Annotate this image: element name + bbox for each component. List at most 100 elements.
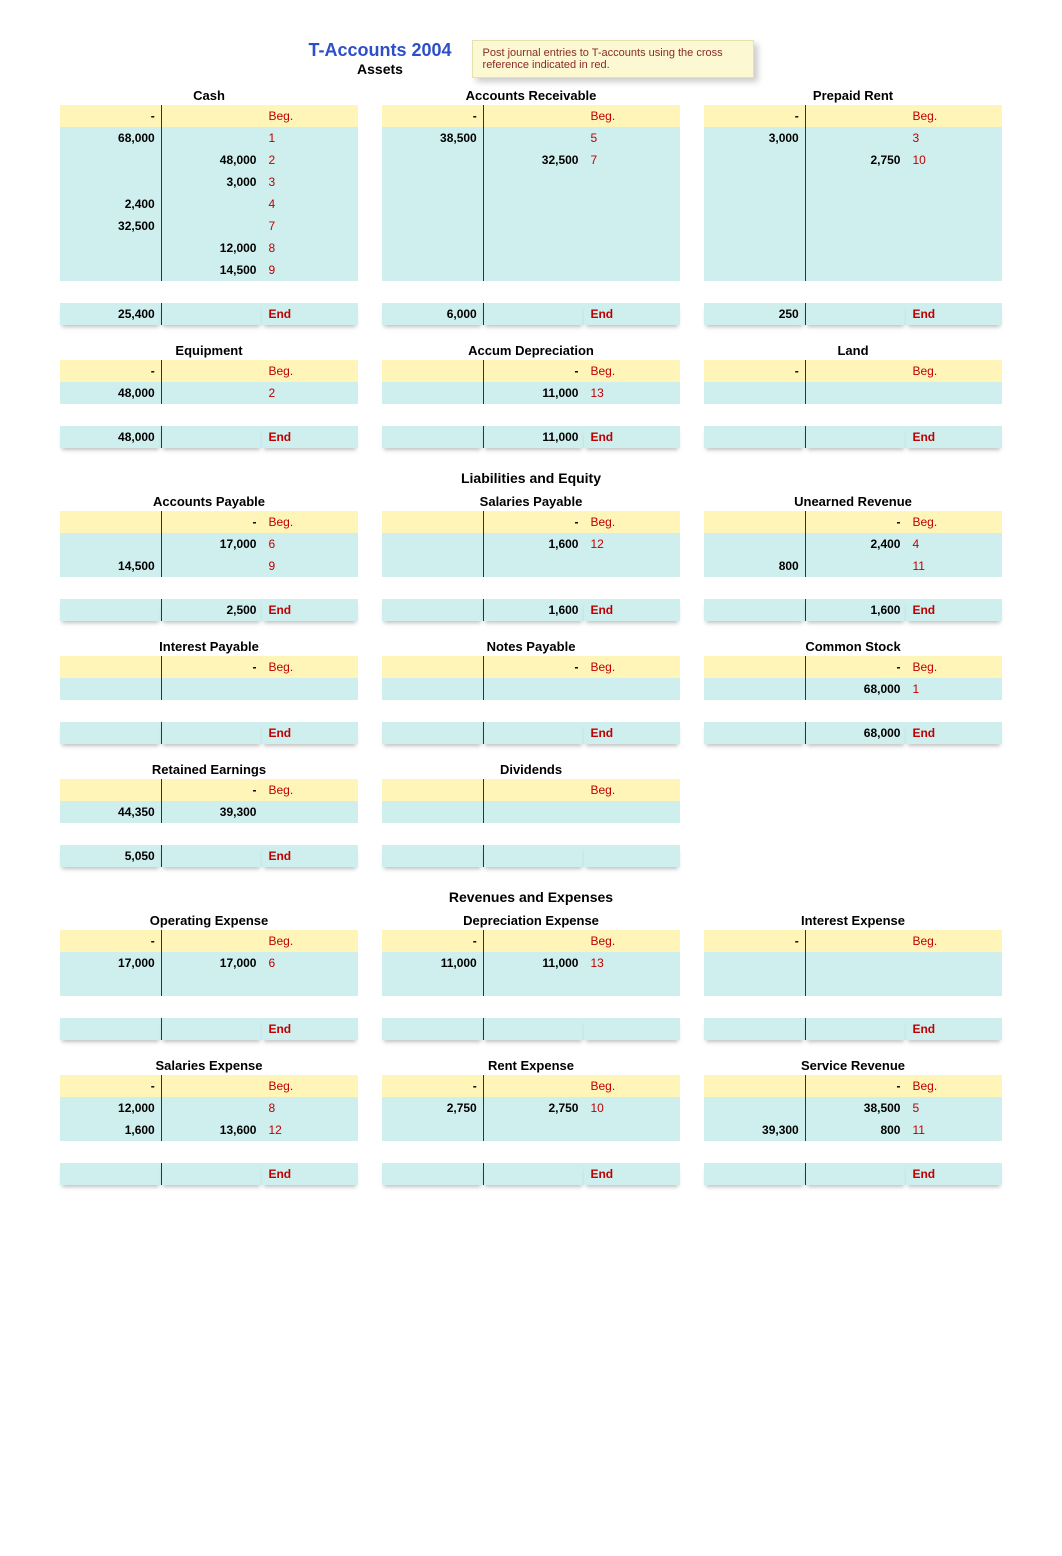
cell-credit: 2,500: [161, 599, 262, 621]
cell-ref: Beg.: [906, 930, 1002, 952]
cell-ref: Beg.: [906, 656, 1002, 678]
cell-ref: 13: [584, 382, 680, 404]
cell-debit: [60, 237, 161, 259]
cell-ref: [906, 193, 1002, 215]
cell-ref: End: [262, 599, 358, 621]
cell-ref: 12: [584, 533, 680, 555]
cell-ref: 11: [906, 1119, 1002, 1141]
cell-ref: Beg.: [262, 656, 358, 678]
account-title: Dividends: [382, 762, 680, 777]
cell-ref: 6: [262, 533, 358, 555]
cell-ref: End: [262, 426, 358, 448]
cell-ref: 7: [262, 215, 358, 237]
cell-debit: [382, 259, 483, 281]
cell-ref: [584, 801, 680, 823]
cell-debit: 6,000: [382, 303, 483, 325]
t-account: Accum Depreciation-Beg.11,0001311,000End: [382, 343, 680, 448]
cell-debit: [382, 1163, 483, 1185]
cell-debit: -: [60, 105, 161, 127]
cell-ref: [906, 974, 1002, 996]
account-title: Land: [704, 343, 1002, 358]
cell-credit: 800: [805, 1119, 906, 1141]
cell-ref: 10: [906, 149, 1002, 171]
cell-credit: [161, 382, 262, 404]
cell-debit: [382, 193, 483, 215]
cell-debit: [704, 678, 805, 700]
cell-credit: 17,000: [161, 952, 262, 974]
cell-ref: Beg.: [262, 511, 358, 533]
cell-credit: [805, 215, 906, 237]
cell-ref: 4: [906, 533, 1002, 555]
cell-credit: [483, 779, 584, 801]
cell-debit: [382, 426, 483, 448]
cell-ref: 5: [906, 1097, 1002, 1119]
t-account: Interest Expense-Beg.End: [704, 913, 1002, 1040]
cell-ref: [262, 678, 358, 700]
account-title: Accounts Receivable: [382, 88, 680, 103]
cell-ref: [584, 259, 680, 281]
cell-debit: 12,000: [60, 1097, 161, 1119]
cell-debit: [704, 533, 805, 555]
cell-debit: [382, 722, 483, 744]
cell-debit: [704, 149, 805, 171]
cell-ref: End: [584, 599, 680, 621]
cell-debit: [704, 193, 805, 215]
cell-credit: -: [805, 511, 906, 533]
cell-debit: [704, 426, 805, 448]
page-subtitle: Assets: [308, 61, 451, 77]
cell-ref: 12: [262, 1119, 358, 1141]
cell-credit: [483, 1075, 584, 1097]
cell-credit: [483, 845, 584, 867]
cell-ref: [584, 974, 680, 996]
cell-debit: -: [382, 930, 483, 952]
cell-ref: End: [584, 426, 680, 448]
cell-debit: [60, 678, 161, 700]
cell-ref: 9: [262, 555, 358, 577]
cell-debit: [60, 511, 161, 533]
t-account: Operating Expense-Beg.17,00017,0006End: [60, 913, 358, 1040]
cell-ref: Beg.: [906, 360, 1002, 382]
cell-ref: [262, 801, 358, 823]
cell-debit: [382, 656, 483, 678]
account-title: Rent Expense: [382, 1058, 680, 1073]
t-account: Cash-Beg.68,000148,00023,00032,400432,50…: [60, 88, 358, 325]
cell-credit: [805, 555, 906, 577]
account-title: Interest Payable: [60, 639, 358, 654]
cell-credit: 11,000: [483, 426, 584, 448]
cell-debit: [382, 215, 483, 237]
cell-debit: 39,300: [704, 1119, 805, 1141]
cell-ref: [584, 555, 680, 577]
cell-ref: End: [906, 599, 1002, 621]
cell-ref: [584, 215, 680, 237]
cell-debit: 2,400: [60, 193, 161, 215]
cell-ref: Beg.: [906, 1075, 1002, 1097]
cell-credit: [483, 215, 584, 237]
cell-debit: [382, 1119, 483, 1141]
t-account: Unearned Revenue-Beg.2,4004800111,600End: [704, 494, 1002, 621]
cell-debit: [382, 555, 483, 577]
cell-credit: 2,750: [805, 149, 906, 171]
t-account: Salaries Payable-Beg.1,600121,600End: [382, 494, 680, 621]
cell-ref: End: [584, 1163, 680, 1185]
cell-debit: [704, 215, 805, 237]
header: T-Accounts 2004 Assets Post journal entr…: [60, 40, 1002, 78]
cell-debit: 32,500: [60, 215, 161, 237]
cell-credit: [805, 127, 906, 149]
cell-credit: [161, 1075, 262, 1097]
account-title: Cash: [60, 88, 358, 103]
cell-ref: 7: [584, 149, 680, 171]
cell-debit: 3,000: [704, 127, 805, 149]
cell-ref: 5: [584, 127, 680, 149]
cell-ref: 3: [262, 171, 358, 193]
cell-debit: [704, 1075, 805, 1097]
cell-debit: [60, 779, 161, 801]
cell-credit: 11,000: [483, 382, 584, 404]
cell-debit: -: [60, 930, 161, 952]
account-title: Operating Expense: [60, 913, 358, 928]
cell-credit: 32,500: [483, 149, 584, 171]
cell-debit: [704, 259, 805, 281]
cell-credit: [805, 426, 906, 448]
cell-credit: 38,500: [805, 1097, 906, 1119]
cell-ref: Beg.: [584, 930, 680, 952]
cell-credit: [483, 1119, 584, 1141]
